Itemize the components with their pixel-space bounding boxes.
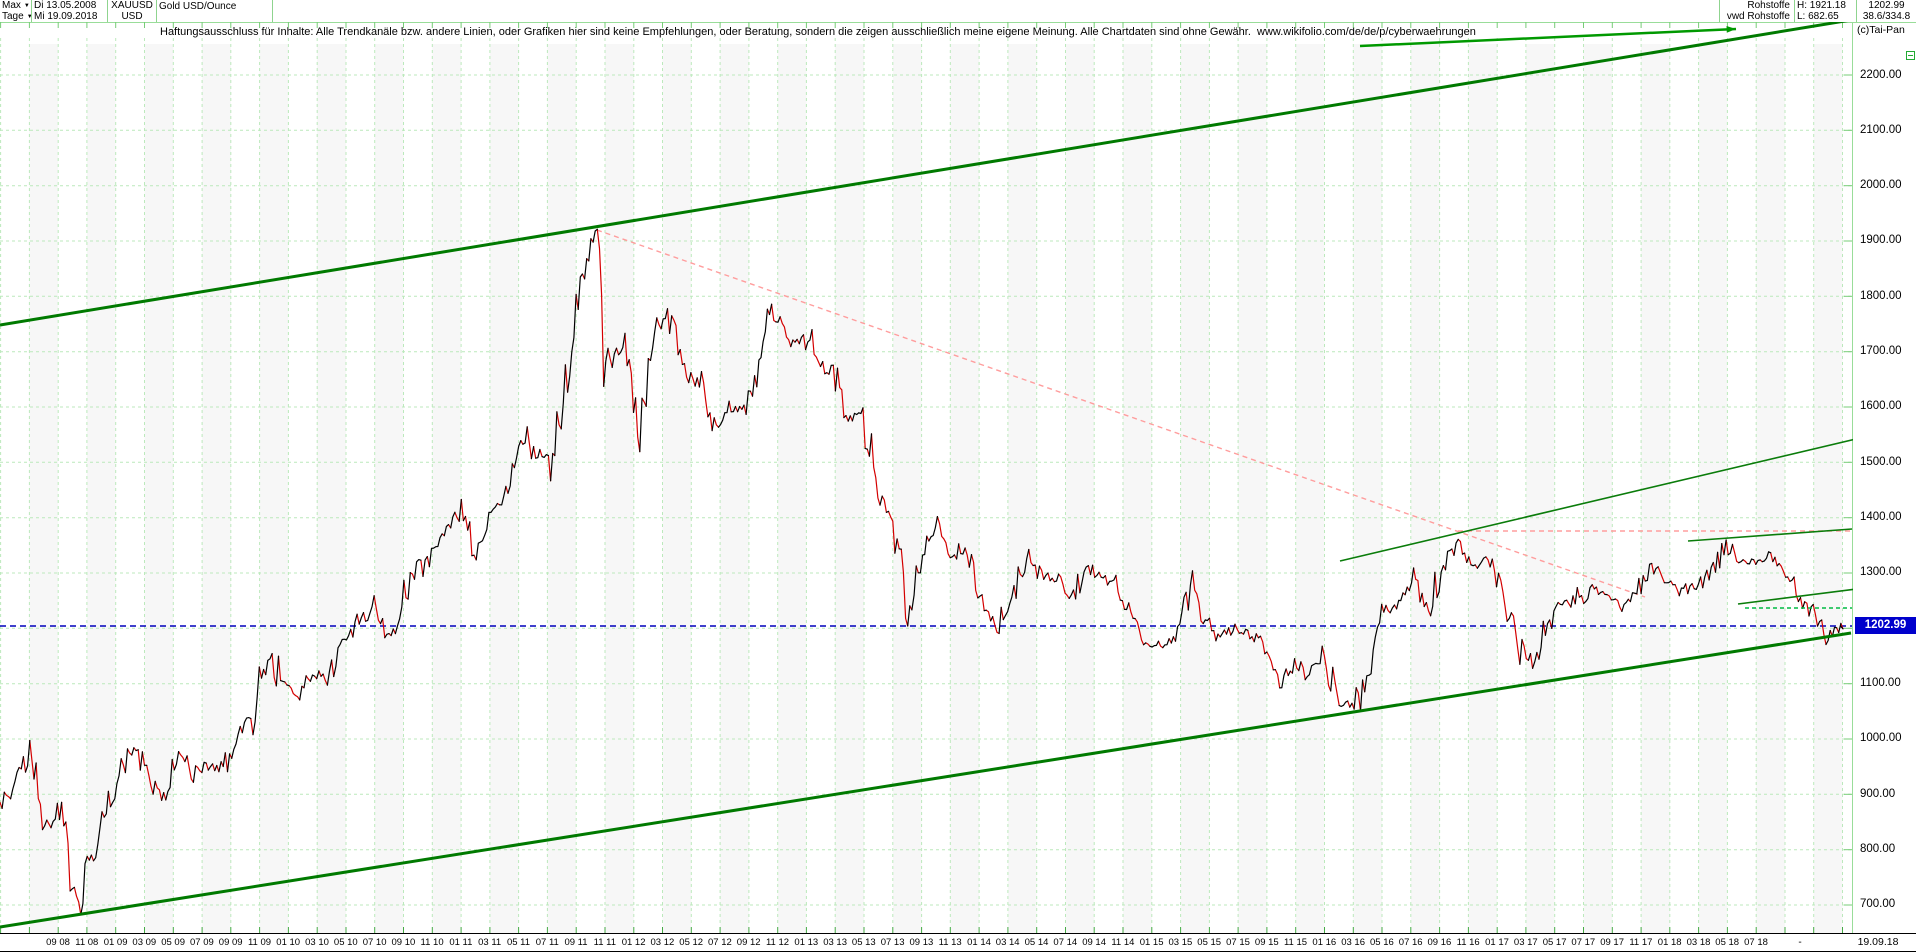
date-axis-label: 01 10 <box>276 937 301 948</box>
price-axis-label: 1100.00 <box>1860 677 1901 689</box>
date-axis-label: 09 10 <box>391 937 416 948</box>
date-axis-label: 01 11 <box>449 937 473 948</box>
date-axis-label: 07 09 <box>190 937 214 948</box>
price-axis-label: 700.00 <box>1860 898 1896 910</box>
date-axis-label: 05 10 <box>333 937 358 948</box>
date-axis-label: 07 17 <box>1571 937 1596 948</box>
date-axis-label: 07 14 <box>1053 937 1078 948</box>
date-axis-label: 11 09 <box>247 937 272 948</box>
date-axis-label: 09 15 <box>1254 937 1279 948</box>
date-axis-label: 09 08 <box>46 937 70 948</box>
date-axis-label: 01 14 <box>967 937 991 948</box>
date-axis-label: 05 11 <box>506 937 531 948</box>
date-axis-label: 05 15 <box>1197 937 1222 948</box>
fib-value: 38.6/334.8 <box>1857 11 1916 22</box>
date-axis-label: 03 18 <box>1686 937 1711 948</box>
price-axis-label: 1300.00 <box>1860 566 1902 578</box>
date-axis-label: 05 17 <box>1542 937 1567 948</box>
date-axis-label: 07 13 <box>880 937 905 948</box>
date-axis-label: 11 17 <box>1629 937 1653 948</box>
price-axis-label: 1900.00 <box>1860 234 1902 246</box>
date-axis-label: 03 13 <box>823 937 847 948</box>
date-axis-label: 05 16 <box>1370 937 1394 948</box>
price-axis-label: 1700.00 <box>1860 345 1902 357</box>
minus-icon <box>1908 55 1913 56</box>
date-axis-label: 11 12 <box>765 937 790 948</box>
price-axis-label: 1400.00 <box>1860 511 1902 523</box>
date-axis-label: 05 09 <box>161 937 185 948</box>
date-axis-label: 07 12 <box>708 937 732 948</box>
price-axis-label: 2200.00 <box>1860 69 1902 81</box>
current-price-box: 1202.99 <box>1855 617 1916 634</box>
date-axis-label: 01 13 <box>794 937 819 948</box>
date-axis-label: 09 17 <box>1600 937 1624 948</box>
date-axis-label: 11 14 <box>1111 937 1135 948</box>
date-axis-label: 09 13 <box>909 937 934 948</box>
date-axis-label: 03 14 <box>995 937 1020 948</box>
dropdown-arrow-icon: ▼ <box>23 3 30 9</box>
timeframe-label: Tage <box>2 11 24 22</box>
disclaimer-text: Haftungsausschluss für Inhalte: Alle Tre… <box>160 26 1476 38</box>
price-axis-label: 1800.00 <box>1860 290 1902 302</box>
price-axis-label: 800.00 <box>1860 843 1896 855</box>
date-axis-label: 11 13 <box>938 937 962 948</box>
date-axis-end-dash: - <box>1798 937 1802 948</box>
date-axis-label: 01 12 <box>621 937 646 948</box>
price-axis-label: 1600.00 <box>1860 400 1902 412</box>
dropdown-arrow-icon: ▼ <box>27 14 31 20</box>
date-axis-label: 07 18 <box>1744 937 1768 948</box>
date-axis-label: 03 11 <box>478 937 502 948</box>
date-axis: - 19.09.18 09 08 11 08 01 09 03 09 05 09 07 0… <box>0 933 1916 952</box>
price-chart-svg <box>0 18 1857 933</box>
date-axis-label: 03 17 <box>1513 937 1538 948</box>
date-axis-label: 11 15 <box>1283 937 1308 948</box>
date-axis-label: 07 16 <box>1398 937 1423 948</box>
date-axis-label: 05 18 <box>1715 937 1740 948</box>
date-axis-label: 01 09 <box>103 937 128 948</box>
date-axis-label: 07 11 <box>535 937 559 948</box>
price-axis-label: 2100.00 <box>1860 124 1902 136</box>
date-axis-label: 09 09 <box>218 937 243 948</box>
date-to-field[interactable]: Mi 19.09.2018 <box>32 11 108 22</box>
date-axis-label: 03 12 <box>650 937 675 948</box>
header-separator <box>0 22 1916 23</box>
copyright-watermark: (c)Tai-Pan <box>1857 24 1905 36</box>
date-axis-label: 01 16 <box>1312 937 1337 948</box>
date-axis-label: 07 15 <box>1226 937 1250 948</box>
price-axis-label: 2000.00 <box>1860 179 1902 191</box>
chart-title: Gold USD/Ounce <box>157 0 273 22</box>
date-axis-end-date: 19.09.18 <box>1857 936 1899 948</box>
date-axis-label: 01 17 <box>1485 937 1509 948</box>
date-axis-label: 11 08 <box>75 937 99 948</box>
date-axis-label: 01 18 <box>1657 937 1682 948</box>
price-axis-label: 900.00 <box>1860 788 1896 800</box>
date-axis-label: 09 14 <box>1082 937 1106 948</box>
date-axis-label: 05 13 <box>851 937 876 948</box>
price-axis-label: 1500.00 <box>1860 456 1902 468</box>
date-axis-label: 11 16 <box>1456 937 1480 948</box>
chart-plot-area[interactable] <box>0 18 1857 933</box>
date-axis-label: 03 09 <box>132 937 157 948</box>
date-axis-label: 11 11 <box>593 937 616 948</box>
price-axis-label: 1000.00 <box>1860 732 1902 744</box>
currency-label: USD <box>108 11 157 22</box>
range-label: Max <box>2 0 21 11</box>
collapse-button[interactable] <box>1906 51 1915 60</box>
date-axis-label: 03 15 <box>1168 937 1193 948</box>
date-axis-label: 11 10 <box>420 937 444 948</box>
date-axis-label: 03 10 <box>305 937 329 948</box>
feed2-label: vwd Rohstoffe <box>1719 11 1795 22</box>
low-value: L: 682.65 <box>1795 11 1857 22</box>
date-axis-label: 05 12 <box>679 937 704 948</box>
date-axis-label: 09 16 <box>1427 937 1452 948</box>
date-axis-label: 03 16 <box>1341 937 1365 948</box>
date-axis-label: 09 11 <box>564 937 588 948</box>
timeframe-dropdown[interactable]: Tage▼ <box>0 11 32 23</box>
date-axis-label: 01 15 <box>1139 937 1164 948</box>
date-axis-label: 09 12 <box>736 937 761 948</box>
date-axis-label: 05 14 <box>1024 937 1049 948</box>
date-axis-label: 07 10 <box>362 937 387 948</box>
